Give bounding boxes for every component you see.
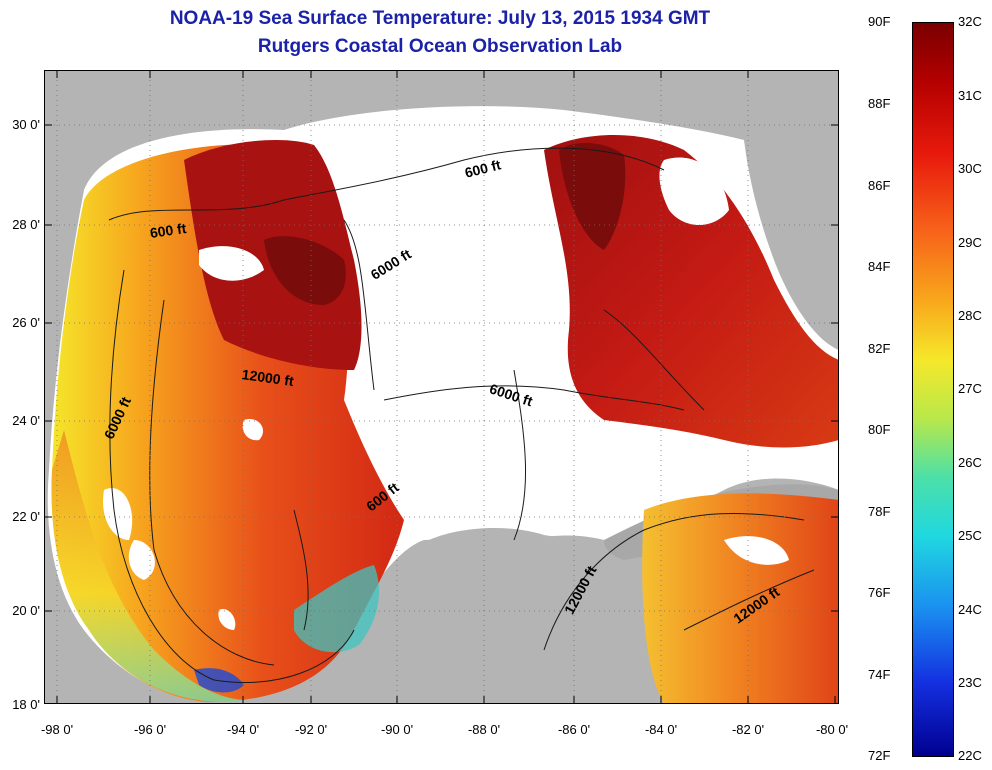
- lon-tick-label: -86 0': [557, 722, 591, 737]
- florida-land: [744, 120, 839, 350]
- caribbean-sst: [642, 493, 839, 704]
- colorbar-f-label: 80F: [868, 422, 891, 437]
- colorbar-f-label: 84F: [868, 259, 891, 274]
- lon-tick-label: -82 0': [731, 722, 765, 737]
- lat-tick-label: 20 0': [12, 603, 40, 618]
- yucatan-land: [384, 528, 604, 704]
- colorbar-f-label: 78F: [868, 504, 891, 519]
- colorbar-c-label: 30C: [958, 161, 982, 176]
- graticule: [44, 70, 839, 704]
- colorbar-f-label: 90F: [868, 14, 891, 29]
- tick-marks: [44, 70, 839, 704]
- colorbar-c-label: 26C: [958, 455, 982, 470]
- lon-tick-label: -94 0': [226, 722, 260, 737]
- colorbar-f-label: 76F: [868, 585, 891, 600]
- cloud-masks: [103, 157, 789, 630]
- colorbar-c-label: 25C: [958, 528, 982, 543]
- lon-tick-label: -88 0': [467, 722, 501, 737]
- cool-patch-sst: [294, 565, 379, 653]
- temperature-colorbar: [912, 22, 954, 757]
- lon-tick-label: -92 0': [294, 722, 328, 737]
- lon-tick-label: -96 0': [133, 722, 167, 737]
- colorbar-c-label: 32C: [958, 14, 982, 29]
- colorbar-f-label: 82F: [868, 341, 891, 356]
- colorbar-c-label: 28C: [958, 308, 982, 323]
- sst-map: [44, 70, 839, 704]
- lat-tick-label: 26 0': [12, 315, 40, 330]
- colorbar-c-label: 29C: [958, 235, 982, 250]
- colorbar-c-label: 27C: [958, 381, 982, 396]
- colorbar-f-label: 74F: [868, 667, 891, 682]
- lat-tick-label: 28 0': [12, 217, 40, 232]
- lon-tick-label: -84 0': [644, 722, 678, 737]
- map-title: NOAA-19 Sea Surface Temperature: July 13…: [169, 8, 711, 29]
- lat-tick-label: 18 0': [12, 697, 40, 712]
- bathymetry-contours: [108, 147, 815, 684]
- colorbar-c-label: 23C: [958, 675, 982, 690]
- colorbar-f-label: 86F: [868, 178, 891, 193]
- colorbar-c-label: 31C: [958, 88, 982, 103]
- lat-tick-label: 22 0': [12, 509, 40, 524]
- map-border: [44, 70, 839, 704]
- colorbar-f-label: 72F: [868, 748, 891, 763]
- warmest-patch-sst: [264, 236, 346, 305]
- lon-tick-label: -90 0': [380, 722, 414, 737]
- southwest-gulf-sst: [51, 430, 244, 702]
- colorbar-c-label: 22C: [958, 748, 982, 763]
- colorbar-f-label: 88F: [868, 96, 891, 111]
- map-subtitle: Rutgers Coastal Ocean Observation Lab: [257, 36, 623, 57]
- gulf-of-mexico-sst-image: [44, 70, 839, 704]
- colorbar-c-label: 24C: [958, 602, 982, 617]
- lon-tick-label: -80 0': [815, 722, 849, 737]
- big-bend-warm-sst: [559, 143, 626, 250]
- lat-tick-label: 24 0': [12, 413, 40, 428]
- lat-tick-label: 30 0': [12, 117, 40, 132]
- lon-tick-label: -98 0': [40, 722, 74, 737]
- colorbar-gradient: [913, 23, 953, 756]
